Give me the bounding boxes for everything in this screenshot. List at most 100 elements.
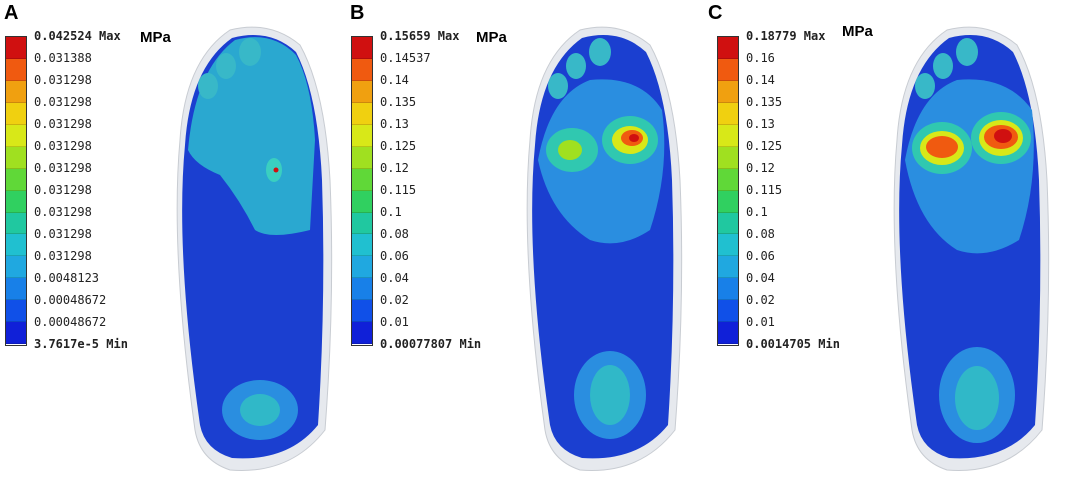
legend-tick-label: 0.031298 <box>34 161 92 175</box>
foot-pressure-map <box>176 26 333 471</box>
legend-tick-label: 0.1 <box>380 205 402 219</box>
legend-swatch <box>718 146 738 169</box>
legend-tick-label: 0.16 <box>746 51 775 65</box>
legend-swatch <box>352 278 372 301</box>
legend-swatch <box>6 168 26 191</box>
legend-tick-label: 0.00048672 <box>34 293 107 307</box>
legend-tick-label: 0.0048123 <box>34 271 100 285</box>
legend-swatch <box>352 37 372 59</box>
color-legend <box>351 36 373 346</box>
legend-swatch <box>352 80 372 103</box>
legend-tick-label: 0.031298 <box>34 117 92 131</box>
legend-swatch <box>6 278 26 301</box>
legend-tick-label: 0.14 <box>380 73 409 87</box>
legend-swatch <box>718 80 738 103</box>
legend-tick-label: 0.1 <box>746 205 768 219</box>
legend-tick-label: 3.7617e-5 Min <box>34 337 128 351</box>
legend-swatch <box>352 256 372 279</box>
panel-letter: B <box>350 2 365 24</box>
legend-swatch <box>6 102 26 125</box>
legend-tick-label: 0.125 <box>746 139 783 153</box>
legend-swatch <box>718 37 738 59</box>
legend-swatch <box>718 256 738 279</box>
legend-tick-label: 0.125 <box>380 139 417 153</box>
legend-tick-label: 0.0014705 Min <box>746 337 840 351</box>
legend-swatch <box>718 124 738 147</box>
legend-swatch <box>6 37 26 59</box>
legend-swatch <box>6 80 26 103</box>
legend-tick-label: 0.115 <box>380 183 417 197</box>
legend-tick-label: 0.01 <box>746 315 775 329</box>
legend-tick-label: 0.135 <box>746 95 783 109</box>
legend-swatch <box>718 102 738 125</box>
panel-a: A 0.042524 Max 0.031388 0.031298 0.031298 0.… <box>0 0 345 486</box>
legend-tick-label: 0.08 <box>380 227 409 241</box>
legend-swatch <box>352 146 372 169</box>
legend-swatch <box>352 124 372 147</box>
legend-swatch <box>718 278 738 301</box>
legend-swatch <box>718 58 738 81</box>
legend-swatch <box>352 58 372 81</box>
legend-tick-label: 0.031298 <box>34 205 92 219</box>
panel-letter: C <box>708 2 723 24</box>
legend-swatch <box>352 322 372 345</box>
legend-tick-label: 0.031298 <box>34 95 92 109</box>
legend-swatch <box>6 146 26 169</box>
panel-b: B 0.15659 Max 0.14537 0.14 0.135 0.13 0.125 0.… <box>345 0 705 486</box>
legend-tick-label: 0.02 <box>746 293 775 307</box>
legend-tick-label: 0.18779 Max <box>746 29 826 43</box>
unit-label: MPa <box>140 29 171 46</box>
legend-swatch <box>352 102 372 125</box>
legend-tick-label: 0.14 <box>746 73 775 87</box>
legend-tick-label: 0.12 <box>746 161 775 175</box>
legend-tick-label: 0.135 <box>380 95 417 109</box>
legend-tick-label: 0.01 <box>380 315 409 329</box>
legend-tick-label: 0.031388 <box>34 51 92 65</box>
legend-swatch <box>6 190 26 213</box>
legend-swatch <box>6 58 26 81</box>
legend-tick-label: 0.04 <box>746 271 775 285</box>
legend-swatch <box>352 168 372 191</box>
legend-swatch <box>6 124 26 147</box>
legend-swatch <box>352 212 372 235</box>
legend-swatch <box>718 168 738 191</box>
unit-label: MPa <box>476 29 507 46</box>
color-legend <box>5 36 27 346</box>
legend-swatch <box>718 190 738 213</box>
legend-tick-label: 0.031298 <box>34 73 92 87</box>
legend-swatch <box>6 256 26 279</box>
legend-tick-label: 0.13 <box>380 117 409 131</box>
legend-tick-label: 0.14537 <box>380 51 431 65</box>
legend-tick-label: 0.00048672 <box>34 315 107 329</box>
legend-swatch <box>718 300 738 323</box>
legend-swatch <box>6 234 26 257</box>
legend-tick-label: 0.042524 Max <box>34 29 121 43</box>
panel-letter: A <box>4 2 19 24</box>
legend-tick-label: 0.031298 <box>34 139 92 153</box>
legend-swatch <box>352 300 372 323</box>
legend-tick-label: 0.031298 <box>34 249 92 263</box>
legend-tick-label: 0.031298 <box>34 183 92 197</box>
foot-pressure-map <box>526 26 683 471</box>
legend-swatch <box>6 212 26 235</box>
foot-pressure-map <box>893 26 1050 471</box>
legend-swatch <box>352 190 372 213</box>
legend-swatch <box>352 234 372 257</box>
legend-tick-label: 0.13 <box>746 117 775 131</box>
legend-tick-label: 0.04 <box>380 271 409 285</box>
legend-tick-label: 0.08 <box>746 227 775 241</box>
legend-tick-label: 0.115 <box>746 183 783 197</box>
legend-tick-label: 0.031298 <box>34 227 92 241</box>
legend-tick-label: 0.06 <box>746 249 775 263</box>
legend-swatch <box>6 322 26 345</box>
legend-tick-label: 0.15659 Max <box>380 29 460 43</box>
legend-swatch <box>6 300 26 323</box>
legend-swatch <box>718 322 738 345</box>
legend-swatch <box>718 212 738 235</box>
panel-c: C 0.18779 Max 0.16 0.14 0.135 0.13 0.125 0.12 0… <box>705 0 1072 486</box>
legend-swatch <box>718 234 738 257</box>
legend-tick-label: 0.06 <box>380 249 409 263</box>
legend-tick-label: 0.12 <box>380 161 409 175</box>
unit-label: MPa <box>842 23 873 40</box>
legend-tick-label: 0.00077807 Min <box>380 337 482 351</box>
